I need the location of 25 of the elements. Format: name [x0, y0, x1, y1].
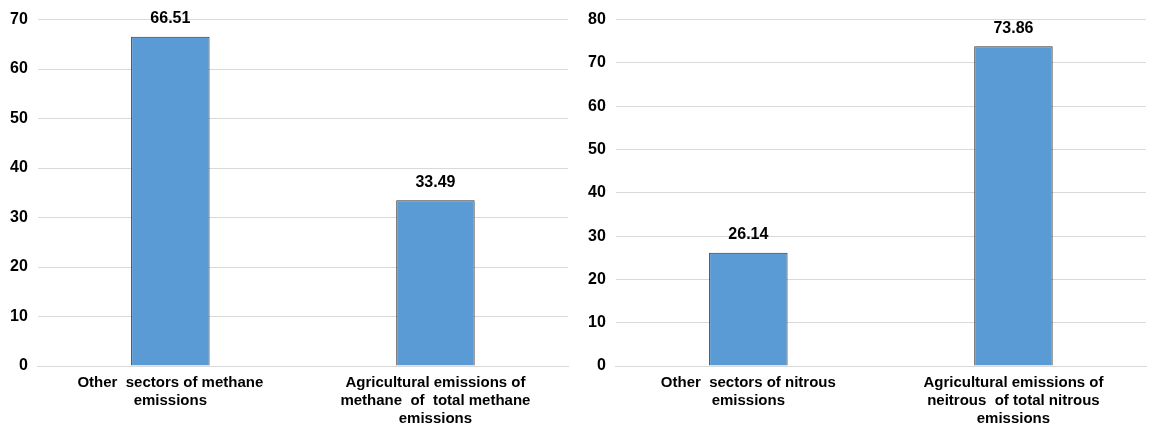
y-tick-label: 80	[588, 10, 606, 28]
x-tick-label: Agricultural emissions of methane of total methane emissions	[340, 373, 531, 427]
data-label: 26.14	[728, 225, 769, 243]
y-tick-label: 60	[10, 59, 28, 77]
y-tick-label: 50	[10, 108, 28, 126]
x-tick-label: Agricultural emissions of neitrous of total nitrous emissions	[923, 373, 1105, 427]
x-tick-label: Other sectors of nitrous emissions	[660, 373, 836, 409]
y-tick-label: 70	[588, 53, 606, 71]
y-tick-label: 0	[596, 356, 606, 374]
y-tick-label: 40	[588, 183, 606, 201]
data-label: 66.51	[150, 9, 191, 27]
y-tick-label: 40	[10, 158, 28, 176]
y-tick-label: 0	[18, 356, 28, 374]
data-label: 73.86	[993, 18, 1034, 36]
y-tick-label: 20	[10, 257, 28, 275]
y-tick-label: 50	[588, 139, 606, 157]
y-tick-label: 30	[10, 207, 28, 225]
y-tick-label: 60	[588, 96, 606, 114]
y-tick-label: 10	[10, 306, 28, 324]
y-tick-label: 20	[588, 269, 606, 287]
data-label: 33.49	[415, 172, 456, 190]
y-tick-label: 10	[588, 313, 606, 331]
y-tick-label: 30	[588, 226, 606, 244]
y-tick-label: 70	[10, 10, 28, 28]
x-tick-label: Other sectors of methane emissions	[77, 373, 264, 409]
